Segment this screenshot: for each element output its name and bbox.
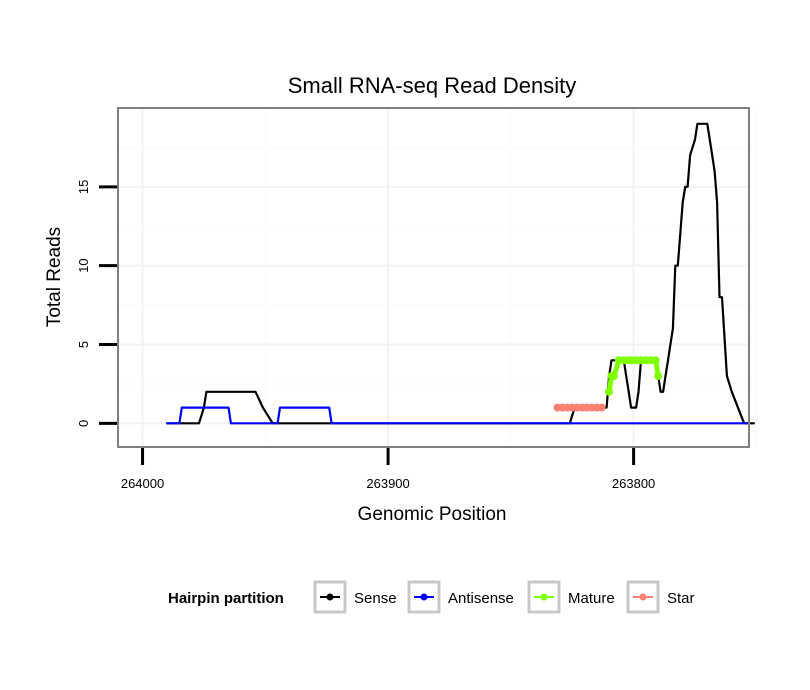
grid xyxy=(118,108,757,447)
legend-entry-star: Star xyxy=(626,580,695,614)
y-tick-label: 5 xyxy=(76,341,91,348)
legend-key-point xyxy=(420,593,428,601)
x-tick-label: 263800 xyxy=(612,476,655,491)
legend-key-point xyxy=(326,593,334,601)
legend-label: Mature xyxy=(568,590,615,607)
series-mature xyxy=(605,356,663,396)
legend-label: Sense xyxy=(354,590,397,607)
data-point xyxy=(609,372,618,381)
x-axis-title: Genomic Position xyxy=(358,504,507,525)
legend: Hairpin partition Sense Antisense Mature St… xyxy=(168,580,695,614)
legend-label: Star xyxy=(667,590,695,607)
series-antisense xyxy=(166,406,751,425)
y-axis: 0 5 10 15 xyxy=(76,180,117,427)
data-point xyxy=(651,356,660,365)
y-axis-title: Total Reads xyxy=(44,227,65,327)
series-star xyxy=(553,403,606,412)
data-point xyxy=(597,403,606,412)
legend-entry-antisense: Antisense xyxy=(407,580,514,614)
legend-entry-sense: Sense xyxy=(313,580,397,614)
x-axis: 264000 263900 263800 xyxy=(121,448,655,491)
plot-background xyxy=(118,108,749,447)
data-point xyxy=(654,372,663,381)
y-tick-label: 10 xyxy=(76,258,91,272)
legend-entry-mature: Mature xyxy=(527,580,615,614)
x-tick-label: 263900 xyxy=(366,476,409,491)
x-tick-label: 264000 xyxy=(121,476,164,491)
data-point xyxy=(605,387,614,396)
plot-border xyxy=(117,107,750,448)
legend-key-point xyxy=(540,593,548,601)
chart-title: Small RNA-seq Read Density xyxy=(288,73,577,98)
legend-label: Antisense xyxy=(448,590,514,607)
series-line xyxy=(166,406,751,425)
series-layer xyxy=(166,122,756,425)
legend-key-point xyxy=(639,593,647,601)
legend-title: Hairpin partition xyxy=(168,590,284,607)
y-tick-label: 0 xyxy=(76,420,91,427)
y-tick-label: 15 xyxy=(76,180,91,194)
